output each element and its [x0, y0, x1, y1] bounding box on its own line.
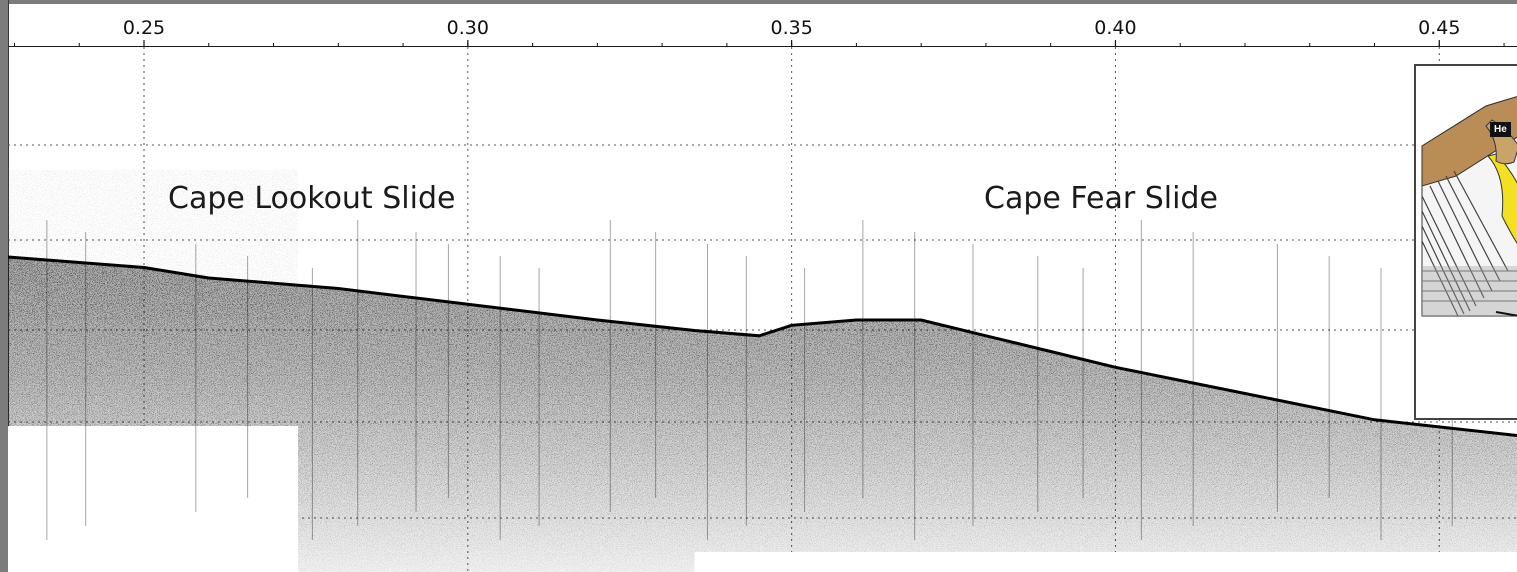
annotations: Cape Lookout Slide Cape Fear Slide — [168, 181, 1218, 216]
x-tick-label: 0.25 — [123, 17, 165, 39]
seafloor-reflector — [7, 255, 1517, 437]
x-tick-label: 0.35 — [770, 17, 812, 39]
inset-block-diagram — [1421, 96, 1517, 317]
x-tick-label: 0.45 — [1418, 17, 1460, 39]
data-gap-lower-left — [8, 426, 298, 572]
sediment-shade — [8, 257, 1517, 572]
inset-label: He — [1490, 122, 1511, 137]
seismic-data — [7, 170, 1517, 572]
x-axis-line — [8, 46, 1517, 47]
annotation-cape-fear-slide: Cape Fear Slide — [984, 181, 1218, 216]
water-column-noise — [8, 170, 298, 320]
annotation-cape-lookout-slide: Cape Lookout Slide — [168, 181, 455, 216]
inset-illustration: He — [1414, 64, 1517, 420]
x-tick-label: 0.30 — [447, 17, 489, 39]
frame-border-top — [0, 0, 1517, 4]
x-axis: 0.25 0.30 0.35 0.40 0.45 — [13, 17, 1505, 47]
x-tick-label: 0.40 — [1094, 17, 1136, 39]
data-gap-bottom — [694, 552, 1517, 572]
